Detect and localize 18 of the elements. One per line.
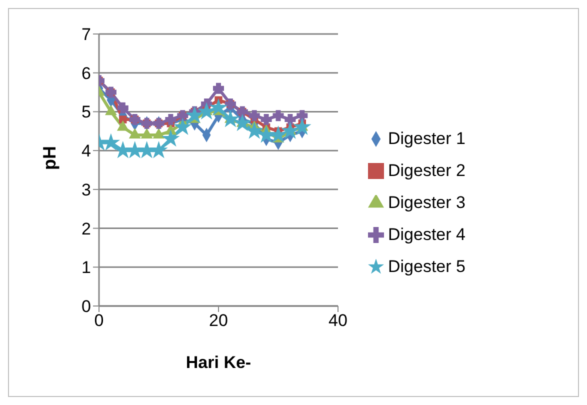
x-axis-title: Hari Ke-	[186, 353, 252, 372]
y-tick-label: 4	[82, 142, 91, 161]
legend-label: Digester 2	[388, 160, 466, 180]
y-tick-label: 7	[82, 25, 91, 44]
y-tick-label: 2	[82, 219, 91, 238]
y-tick-label: 3	[82, 180, 91, 200]
y-tick-label: 5	[82, 102, 91, 122]
legend-label: Digester 3	[388, 192, 466, 212]
legend-label: Digester 1	[388, 128, 466, 148]
y-tick-label: 0	[82, 297, 91, 316]
y-tick-label: 1	[82, 258, 91, 278]
legend-label: Digester 4	[388, 224, 466, 244]
y-axis-title: pH	[39, 146, 60, 170]
x-tick-label: 20	[209, 311, 228, 330]
x-tick-label: 0	[94, 311, 104, 330]
y-tick-label: 6	[82, 64, 91, 83]
legend-label: Digester 5	[388, 256, 466, 276]
x-tick-label: 40	[328, 311, 348, 330]
